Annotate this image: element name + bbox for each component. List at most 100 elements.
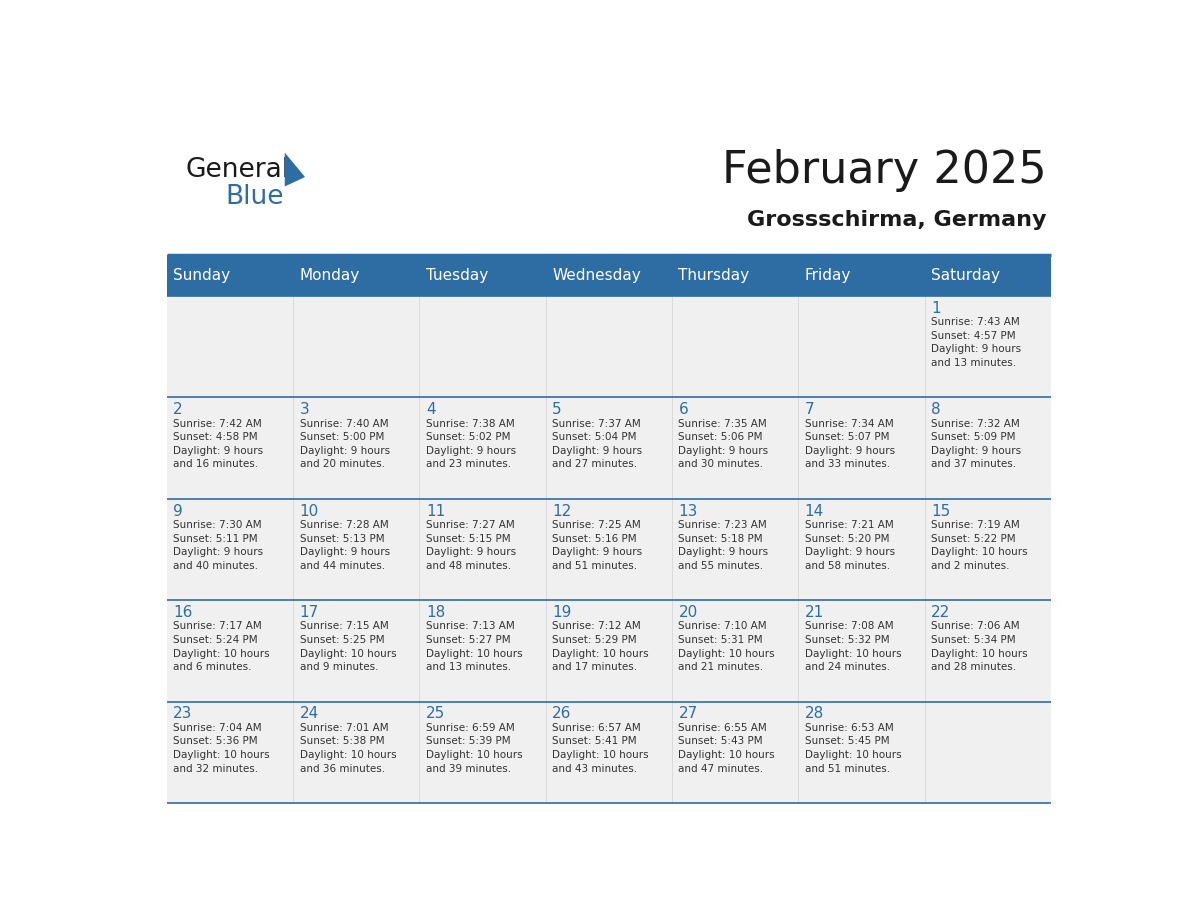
Text: 22: 22 (931, 605, 950, 620)
Bar (924, 255, 1051, 297)
Bar (545, 297, 672, 397)
Bar (924, 600, 1051, 701)
Bar (545, 397, 672, 498)
Text: Sunrise: 7:25 AM
Sunset: 5:16 PM
Daylight: 9 hours
and 51 minutes.: Sunrise: 7:25 AM Sunset: 5:16 PM Dayligh… (552, 520, 643, 571)
Text: Sunday: Sunday (173, 268, 230, 283)
Bar (166, 297, 293, 397)
Text: Sunrise: 7:34 AM
Sunset: 5:07 PM
Daylight: 9 hours
and 33 minutes.: Sunrise: 7:34 AM Sunset: 5:07 PM Dayligh… (804, 419, 895, 469)
Text: 24: 24 (299, 707, 318, 722)
Text: 27: 27 (678, 707, 697, 722)
Bar (798, 297, 924, 397)
Text: Grossschirma, Germany: Grossschirma, Germany (747, 209, 1047, 230)
Bar (798, 600, 924, 701)
Bar (672, 600, 798, 701)
Text: 21: 21 (804, 605, 824, 620)
Text: Sunrise: 7:12 AM
Sunset: 5:29 PM
Daylight: 10 hours
and 17 minutes.: Sunrise: 7:12 AM Sunset: 5:29 PM Dayligh… (552, 621, 649, 672)
Bar (672, 397, 798, 498)
Text: 18: 18 (425, 605, 446, 620)
Text: Sunrise: 7:06 AM
Sunset: 5:34 PM
Daylight: 10 hours
and 28 minutes.: Sunrise: 7:06 AM Sunset: 5:34 PM Dayligh… (931, 621, 1028, 672)
Polygon shape (285, 152, 305, 186)
Text: Sunrise: 7:43 AM
Sunset: 4:57 PM
Daylight: 9 hours
and 13 minutes.: Sunrise: 7:43 AM Sunset: 4:57 PM Dayligh… (931, 318, 1022, 368)
Text: February 2025: February 2025 (721, 149, 1047, 192)
Bar (166, 397, 293, 498)
Text: Sunrise: 7:10 AM
Sunset: 5:31 PM
Daylight: 10 hours
and 21 minutes.: Sunrise: 7:10 AM Sunset: 5:31 PM Dayligh… (678, 621, 775, 672)
Text: Sunrise: 7:28 AM
Sunset: 5:13 PM
Daylight: 9 hours
and 44 minutes.: Sunrise: 7:28 AM Sunset: 5:13 PM Dayligh… (299, 520, 390, 571)
Bar (419, 600, 545, 701)
Text: Sunrise: 7:23 AM
Sunset: 5:18 PM
Daylight: 9 hours
and 55 minutes.: Sunrise: 7:23 AM Sunset: 5:18 PM Dayligh… (678, 520, 769, 571)
Bar (924, 397, 1051, 498)
Text: Sunrise: 6:53 AM
Sunset: 5:45 PM
Daylight: 10 hours
and 51 minutes.: Sunrise: 6:53 AM Sunset: 5:45 PM Dayligh… (804, 722, 902, 774)
Text: 28: 28 (804, 707, 824, 722)
Bar (924, 498, 1051, 600)
Bar (798, 397, 924, 498)
Text: Saturday: Saturday (931, 268, 1000, 283)
Text: Wednesday: Wednesday (552, 268, 640, 283)
Text: 20: 20 (678, 605, 697, 620)
Text: 14: 14 (804, 504, 824, 519)
Bar (419, 701, 545, 803)
Bar (924, 297, 1051, 397)
Text: 13: 13 (678, 504, 697, 519)
Bar (419, 297, 545, 397)
Text: Sunrise: 6:59 AM
Sunset: 5:39 PM
Daylight: 10 hours
and 39 minutes.: Sunrise: 6:59 AM Sunset: 5:39 PM Dayligh… (425, 722, 523, 774)
Bar (545, 600, 672, 701)
Text: 11: 11 (425, 504, 446, 519)
Bar (293, 600, 419, 701)
Bar (166, 600, 293, 701)
Text: 9: 9 (173, 504, 183, 519)
Bar (672, 498, 798, 600)
Text: Sunrise: 7:35 AM
Sunset: 5:06 PM
Daylight: 9 hours
and 30 minutes.: Sunrise: 7:35 AM Sunset: 5:06 PM Dayligh… (678, 419, 769, 469)
Text: Sunrise: 7:32 AM
Sunset: 5:09 PM
Daylight: 9 hours
and 37 minutes.: Sunrise: 7:32 AM Sunset: 5:09 PM Dayligh… (931, 419, 1022, 469)
Text: Monday: Monday (299, 268, 360, 283)
Bar (798, 701, 924, 803)
Bar (798, 498, 924, 600)
Bar (545, 498, 672, 600)
Text: Thursday: Thursday (678, 268, 750, 283)
Bar (293, 255, 419, 297)
Text: Sunrise: 7:04 AM
Sunset: 5:36 PM
Daylight: 10 hours
and 32 minutes.: Sunrise: 7:04 AM Sunset: 5:36 PM Dayligh… (173, 722, 270, 774)
Text: 26: 26 (552, 707, 571, 722)
Bar (672, 255, 798, 297)
Text: Sunrise: 7:21 AM
Sunset: 5:20 PM
Daylight: 9 hours
and 58 minutes.: Sunrise: 7:21 AM Sunset: 5:20 PM Dayligh… (804, 520, 895, 571)
Bar (924, 701, 1051, 803)
Bar (166, 701, 293, 803)
Bar (293, 701, 419, 803)
Text: Tuesday: Tuesday (425, 268, 488, 283)
Text: Sunrise: 7:27 AM
Sunset: 5:15 PM
Daylight: 9 hours
and 48 minutes.: Sunrise: 7:27 AM Sunset: 5:15 PM Dayligh… (425, 520, 516, 571)
Text: Sunrise: 7:17 AM
Sunset: 5:24 PM
Daylight: 10 hours
and 6 minutes.: Sunrise: 7:17 AM Sunset: 5:24 PM Dayligh… (173, 621, 270, 672)
Text: 19: 19 (552, 605, 571, 620)
Text: Sunrise: 6:57 AM
Sunset: 5:41 PM
Daylight: 10 hours
and 43 minutes.: Sunrise: 6:57 AM Sunset: 5:41 PM Dayligh… (552, 722, 649, 774)
Text: 16: 16 (173, 605, 192, 620)
Bar (293, 397, 419, 498)
Text: 7: 7 (804, 402, 814, 418)
Text: 3: 3 (299, 402, 309, 418)
Text: 6: 6 (678, 402, 688, 418)
Text: 4: 4 (425, 402, 436, 418)
Bar (419, 255, 545, 297)
Bar (419, 397, 545, 498)
Bar (798, 255, 924, 297)
Bar (419, 498, 545, 600)
Bar (166, 498, 293, 600)
Text: 15: 15 (931, 504, 950, 519)
Bar (166, 255, 293, 297)
Text: Sunrise: 7:42 AM
Sunset: 4:58 PM
Daylight: 9 hours
and 16 minutes.: Sunrise: 7:42 AM Sunset: 4:58 PM Dayligh… (173, 419, 264, 469)
Text: 8: 8 (931, 402, 941, 418)
Bar (293, 297, 419, 397)
Text: Sunrise: 7:01 AM
Sunset: 5:38 PM
Daylight: 10 hours
and 36 minutes.: Sunrise: 7:01 AM Sunset: 5:38 PM Dayligh… (299, 722, 397, 774)
Text: 1: 1 (931, 301, 941, 316)
Text: Sunrise: 7:15 AM
Sunset: 5:25 PM
Daylight: 10 hours
and 9 minutes.: Sunrise: 7:15 AM Sunset: 5:25 PM Dayligh… (299, 621, 397, 672)
Text: Sunrise: 7:37 AM
Sunset: 5:04 PM
Daylight: 9 hours
and 27 minutes.: Sunrise: 7:37 AM Sunset: 5:04 PM Dayligh… (552, 419, 643, 469)
Text: Friday: Friday (804, 268, 851, 283)
Bar (293, 498, 419, 600)
Text: 2: 2 (173, 402, 183, 418)
Text: Sunrise: 7:19 AM
Sunset: 5:22 PM
Daylight: 10 hours
and 2 minutes.: Sunrise: 7:19 AM Sunset: 5:22 PM Dayligh… (931, 520, 1028, 571)
Bar (545, 701, 672, 803)
Text: General: General (185, 157, 290, 184)
Text: Sunrise: 7:30 AM
Sunset: 5:11 PM
Daylight: 9 hours
and 40 minutes.: Sunrise: 7:30 AM Sunset: 5:11 PM Dayligh… (173, 520, 264, 571)
Text: Sunrise: 7:08 AM
Sunset: 5:32 PM
Daylight: 10 hours
and 24 minutes.: Sunrise: 7:08 AM Sunset: 5:32 PM Dayligh… (804, 621, 902, 672)
Text: Sunrise: 6:55 AM
Sunset: 5:43 PM
Daylight: 10 hours
and 47 minutes.: Sunrise: 6:55 AM Sunset: 5:43 PM Dayligh… (678, 722, 775, 774)
Bar (545, 255, 672, 297)
Text: 25: 25 (425, 707, 446, 722)
Text: 10: 10 (299, 504, 318, 519)
